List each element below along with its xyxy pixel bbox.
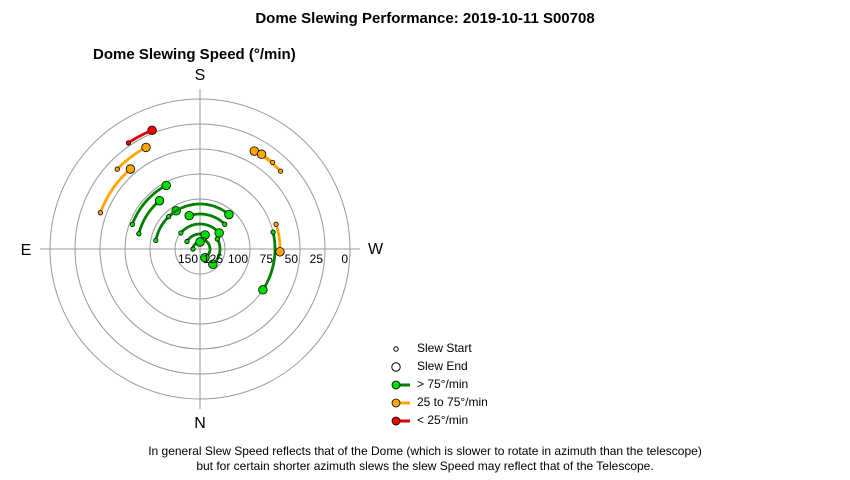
radial-tick-label: 0 xyxy=(341,252,348,266)
slew-start-marker xyxy=(277,168,284,174)
footnote-line-2: but for certain shorter azimuth slews th… xyxy=(196,459,654,473)
slew-end-marker xyxy=(184,211,194,221)
slew-end-marker xyxy=(147,125,157,136)
slew-start-marker xyxy=(178,230,184,236)
slew-arcs xyxy=(97,125,285,295)
radial-tick-label: 25 xyxy=(310,252,324,266)
radial-tick-label: 75 xyxy=(260,252,274,266)
slew-arc xyxy=(130,184,168,226)
polar-chart: S W N E 150 125 100 75 50 25 0 xyxy=(21,67,384,432)
slew-end-marker xyxy=(256,149,267,159)
slew-end-marker xyxy=(141,142,151,153)
slew-start-marker xyxy=(153,237,159,244)
slew-arc xyxy=(179,222,221,235)
radial-tick-label: 100 xyxy=(228,252,248,266)
legend-slew-start-label: Slew Start xyxy=(417,341,472,355)
slew-arc xyxy=(154,209,178,242)
slew-end-marker xyxy=(125,164,136,174)
slew-start-marker xyxy=(270,159,276,166)
slew-arc xyxy=(187,212,227,226)
slew-arc xyxy=(167,202,231,219)
slew-start-marker xyxy=(190,246,196,252)
slew-end-marker xyxy=(161,180,171,191)
slew-start-marker xyxy=(222,221,228,227)
legend-slow-label: < 25°/min xyxy=(417,413,469,427)
slew-start-marker xyxy=(273,221,279,227)
slew-start-marker xyxy=(270,229,276,235)
slew-arc xyxy=(261,230,277,292)
legend-medium-label: 25 to 75°/min xyxy=(417,395,488,409)
direction-label-right: W xyxy=(368,241,384,258)
slew-end-marker xyxy=(208,259,218,270)
direction-label-bottom: N xyxy=(194,415,206,432)
legend-fast-label: > 75°/min xyxy=(417,377,469,391)
axis-labels: S W N E xyxy=(21,67,384,432)
slew-arc xyxy=(115,146,148,171)
slew-end-marker xyxy=(224,209,234,220)
slew-end-marker xyxy=(258,285,268,295)
slew-end-marker xyxy=(214,228,224,238)
slew-start-marker xyxy=(125,140,132,146)
direction-label-left: E xyxy=(21,242,32,259)
slew-end-marker xyxy=(154,196,165,206)
radial-tick-label: 50 xyxy=(285,252,299,266)
radial-tick-label: 125 xyxy=(203,252,223,266)
slew-arc xyxy=(98,167,132,215)
radial-tick-labels: 150 125 100 75 50 25 0 xyxy=(178,252,348,266)
slew-start-marker xyxy=(166,214,172,220)
slew-start-marker xyxy=(97,210,103,216)
slew-start-marker xyxy=(214,236,220,242)
slew-start-marker xyxy=(136,231,142,237)
chart-subtitle: Dome Slewing Speed (°/min) xyxy=(93,46,296,63)
slew-start-marker xyxy=(114,166,120,172)
polar-grid xyxy=(40,89,360,409)
slew-end-marker xyxy=(200,252,210,263)
slew-end-marker xyxy=(275,247,285,257)
footnote-line-1: In general Slew Speed reflects that of t… xyxy=(148,444,702,458)
slew-start-marker xyxy=(184,238,190,245)
slew-start-marker xyxy=(129,221,135,227)
direction-label-top: S xyxy=(195,67,206,84)
slew-end-marker xyxy=(195,237,205,247)
radial-tick-label: 150 xyxy=(178,252,198,266)
chart-title: Dome Slewing Performance: 2019-10-11 S00… xyxy=(255,10,595,27)
legend-slew-end-label: Slew End xyxy=(417,359,468,373)
slew-arc xyxy=(137,199,161,236)
